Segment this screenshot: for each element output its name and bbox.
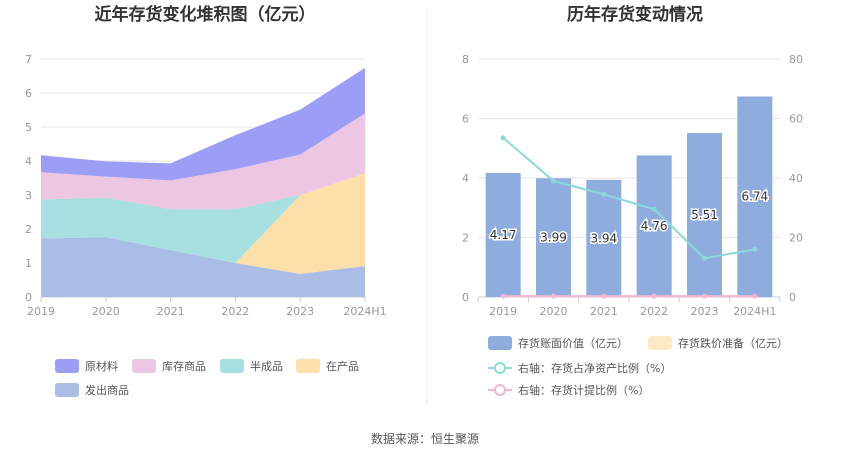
left-legend-label: 原材料 <box>85 359 118 373</box>
right-line-point <box>752 293 758 299</box>
left-y-tick-label: 1 <box>25 257 32 270</box>
right-legend-marker <box>494 384 506 396</box>
right-y2-tick-label: 40 <box>789 172 803 185</box>
right-bars: 4.17 3.99 3.94 4.76 5.51 6.74 <box>485 96 773 297</box>
right-line-point <box>500 135 506 141</box>
right-y2-tick-label: 0 <box>789 291 796 304</box>
right-line-point <box>702 293 707 299</box>
right-legend-swatch <box>488 336 512 350</box>
right-y-tick-label: 6 <box>462 113 469 126</box>
bar-line-chart: 历年存货变动情况 4.17 3.99 3.944.765.516.74 02468 … <box>462 4 803 397</box>
right-y-tick-label: 0 <box>462 291 469 304</box>
left-y-tick-label: 5 <box>25 121 32 134</box>
right-y2-tick-label: 20 <box>789 232 803 245</box>
right-line-point <box>752 246 758 252</box>
left-y-axis: 0 1 2 3 4 5 6 7 <box>25 53 32 304</box>
left-x-axis: 2019 2020 2021 2022 2023 2024H1 <box>27 297 387 318</box>
left-legend-swatch <box>55 359 79 373</box>
right-x-tick-label: 2022 <box>640 305 668 318</box>
area-3 <box>41 113 365 210</box>
right-legend: 存货账面价值（亿元） 存货跌价准备（亿元） 右轴：存货占净资产比例（%） 右轴：存货计… <box>488 336 788 397</box>
area-0 <box>41 237 365 297</box>
inventory-bar <box>687 133 722 297</box>
right-legend-marker <box>494 362 506 374</box>
inventory-bar-label: 3.99 <box>540 231 567 245</box>
inventory-bar-label: 6.74 <box>741 190 768 204</box>
left-areas <box>41 67 365 297</box>
area-2 <box>41 173 365 263</box>
right-y-tick-label: 8 <box>462 53 469 66</box>
right-y-axis-right: 0 20 40 60 80 <box>789 53 803 304</box>
right-line-point <box>702 255 707 261</box>
left-legend-swatch <box>220 359 244 373</box>
left-y-tick-label: 0 <box>25 291 32 304</box>
right-line-point <box>551 178 556 184</box>
right-line-point <box>651 206 657 212</box>
right-x-tick-label: 2023 <box>691 305 719 318</box>
area-4 <box>41 67 365 181</box>
right-x-tick-label: 2020 <box>540 305 568 318</box>
inventory-bar <box>636 155 672 297</box>
inventory-bar-label: 4.76 <box>641 219 668 233</box>
right-x-axis: 2019 2020 2021 2022 2023 2024H1 <box>477 297 781 318</box>
left-y-tick-label: 3 <box>25 189 32 202</box>
left-y-tick-label: 4 <box>25 155 32 168</box>
right-line-point <box>601 191 607 197</box>
left-legend-swatch <box>296 359 320 373</box>
left-x-tick-label: 2023 <box>286 305 314 318</box>
inventory-bar-label: 3.94 <box>590 231 617 245</box>
inventory-bar <box>586 179 622 297</box>
right-line-point <box>651 293 657 299</box>
right-legend-swatch <box>648 336 672 350</box>
right-x-tick-label: 2024H1 <box>733 305 776 318</box>
inventory-bar <box>536 178 571 297</box>
right-legend-label: 右轴：存货计提比例（%） <box>518 383 649 397</box>
right-gridlines <box>478 58 780 298</box>
left-x-tick-label: 2021 <box>157 305 185 318</box>
right-x-tick-label: 2019 <box>489 305 517 318</box>
right-chart-title: 历年存货变动情况 <box>567 4 703 25</box>
left-x-tick-label: 2022 <box>221 305 249 318</box>
right-legend-label: 存货跌价准备（亿元） <box>678 336 788 350</box>
left-legend-label: 在产品 <box>326 359 359 373</box>
right-y-tick-label: 2 <box>462 232 469 245</box>
right-legend-label: 右轴：存货占净资产比例（%） <box>518 361 671 375</box>
right-y-tick-label: 4 <box>462 172 469 185</box>
left-chart-title: 近年存货变化堆积图（亿元） <box>95 4 316 25</box>
area-1 <box>41 173 365 274</box>
right-y2-tick-label: 80 <box>789 53 803 66</box>
left-legend-label: 库存商品 <box>162 359 206 373</box>
left-x-tick-label: 2019 <box>27 305 55 318</box>
right-line-0 <box>502 137 756 260</box>
right-line-point <box>551 293 556 299</box>
left-x-tick-label: 2024H1 <box>343 305 386 318</box>
inventory-bar-label: 4.17 <box>490 228 517 242</box>
right-x-tick-label: 2021 <box>590 305 618 318</box>
right-lines <box>500 135 758 299</box>
inventory-bar <box>485 172 521 297</box>
inventory-bar <box>737 96 773 297</box>
data-source-label: 数据来源：恒生聚源 <box>371 431 479 446</box>
left-y-tick-label: 7 <box>25 53 32 66</box>
right-y-axis-left: 0 2 4 6 8 <box>462 53 469 304</box>
inventory-bar-label: 5.51 <box>691 208 718 222</box>
right-line-point <box>601 293 607 299</box>
left-legend-label: 半成品 <box>250 359 283 373</box>
left-legend-swatch <box>132 359 156 373</box>
left-legend-swatch <box>55 383 79 397</box>
left-legend-label: 发出商品 <box>85 383 129 397</box>
left-y-tick-label: 2 <box>25 223 32 236</box>
left-x-tick-label: 2020 <box>92 305 120 318</box>
right-y2-tick-label: 60 <box>789 113 803 126</box>
right-legend-label: 存货账面价值（亿元） <box>518 336 628 350</box>
right-line-point <box>500 293 506 299</box>
left-y-tick-label: 6 <box>25 87 32 100</box>
